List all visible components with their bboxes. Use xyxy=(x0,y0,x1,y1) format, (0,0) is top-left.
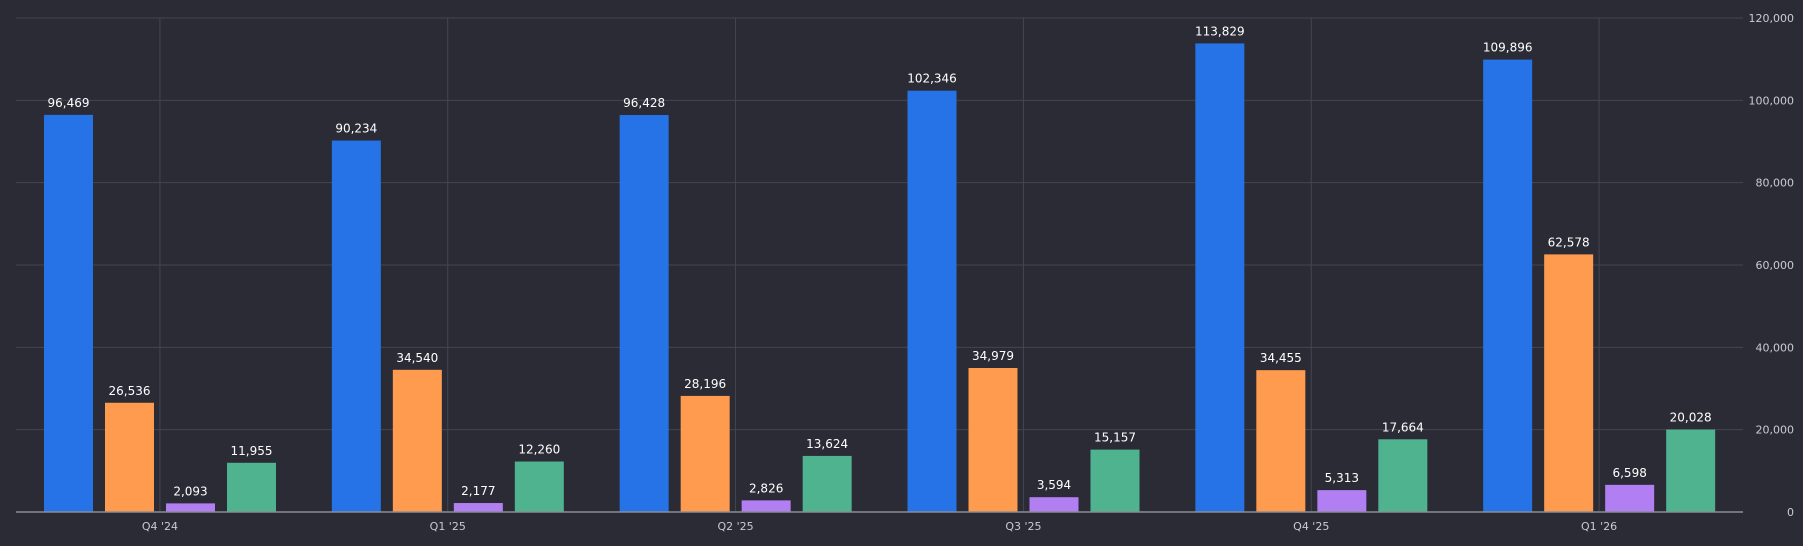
bar-value-label: 5,313 xyxy=(1325,471,1359,485)
y-tick-label: 20,000 xyxy=(1756,424,1795,437)
x-tick-label: Q1 '26 xyxy=(1581,520,1617,533)
bar-value-label: 17,664 xyxy=(1382,420,1424,434)
bar xyxy=(907,90,957,513)
bar-value-label: 2,177 xyxy=(461,484,495,498)
bar xyxy=(44,114,93,512)
x-tick-label: Q4 '24 xyxy=(142,520,178,533)
bar-value-label: 96,469 xyxy=(48,96,90,110)
y-tick-label: 0 xyxy=(1787,506,1794,519)
bar-value-label: 109,896 xyxy=(1483,41,1533,55)
y-tick-label: 100,000 xyxy=(1749,94,1795,107)
bar-value-label: 34,979 xyxy=(972,349,1014,363)
bar xyxy=(741,500,791,512)
y-tick-label: 80,000 xyxy=(1756,177,1795,190)
bar xyxy=(619,115,669,513)
bar xyxy=(1256,370,1306,512)
x-tick-label: Q3 '25 xyxy=(1005,520,1041,533)
bar xyxy=(392,369,442,512)
grid-lines xyxy=(16,17,1743,512)
bar xyxy=(802,455,852,512)
bar-value-label: 113,829 xyxy=(1195,24,1245,38)
bar xyxy=(105,402,154,512)
bar-value-label: 2,093 xyxy=(173,484,207,498)
bar xyxy=(1544,254,1594,512)
x-tick-label: Q2 '25 xyxy=(717,520,753,533)
bar-value-label: 13,624 xyxy=(806,437,848,451)
bars xyxy=(44,43,1716,513)
bar xyxy=(1483,59,1533,513)
bar-value-label: 34,455 xyxy=(1260,351,1302,365)
bar xyxy=(1605,484,1655,512)
x-axis: Q4 '24 Q1 '25 Q2 '25 Q3 '25 Q4 '25 Q1 '26 xyxy=(16,511,1743,533)
bar-value-label: 26,536 xyxy=(109,384,151,398)
bar xyxy=(331,140,381,513)
bar xyxy=(968,368,1018,512)
y-axis: 0 20,000 40,000 60,000 80,000 100,000 120,000 xyxy=(1749,12,1795,519)
bar xyxy=(1090,449,1140,512)
bar-value-label: 11,955 xyxy=(231,444,273,458)
bar xyxy=(1195,43,1245,512)
y-tick-label: 40,000 xyxy=(1756,341,1795,354)
x-tick-label: Q4 '25 xyxy=(1293,520,1329,533)
bar xyxy=(166,503,215,512)
bar xyxy=(453,503,503,512)
bar xyxy=(227,462,276,512)
data-labels: 96,469 26,536 2,093 11,955 90,234 34,540 2,177… xyxy=(48,24,1712,498)
bar-value-label: 96,428 xyxy=(623,96,665,110)
bar-value-label: 2,826 xyxy=(749,481,783,495)
bar-value-label: 28,196 xyxy=(684,377,726,391)
bar-value-label: 62,578 xyxy=(1548,235,1590,249)
bar xyxy=(1378,439,1428,512)
bar xyxy=(1029,497,1079,512)
bar xyxy=(1666,429,1716,512)
bar-value-label: 90,234 xyxy=(335,122,377,136)
bar xyxy=(680,395,730,512)
bar-value-label: 12,260 xyxy=(518,443,560,457)
bar xyxy=(514,461,564,512)
bar-value-label: 15,157 xyxy=(1094,431,1136,445)
bar-value-label: 20,028 xyxy=(1670,411,1712,425)
bar-value-label: 6,598 xyxy=(1612,466,1646,480)
x-tick-label: Q1 '25 xyxy=(430,520,466,533)
bar-value-label: 102,346 xyxy=(907,72,957,86)
bar-value-label: 34,540 xyxy=(396,351,438,365)
y-tick-label: 60,000 xyxy=(1756,259,1795,272)
bar xyxy=(1317,490,1367,512)
y-tick-label: 120,000 xyxy=(1749,12,1795,25)
bar-value-label: 3,594 xyxy=(1037,478,1071,492)
